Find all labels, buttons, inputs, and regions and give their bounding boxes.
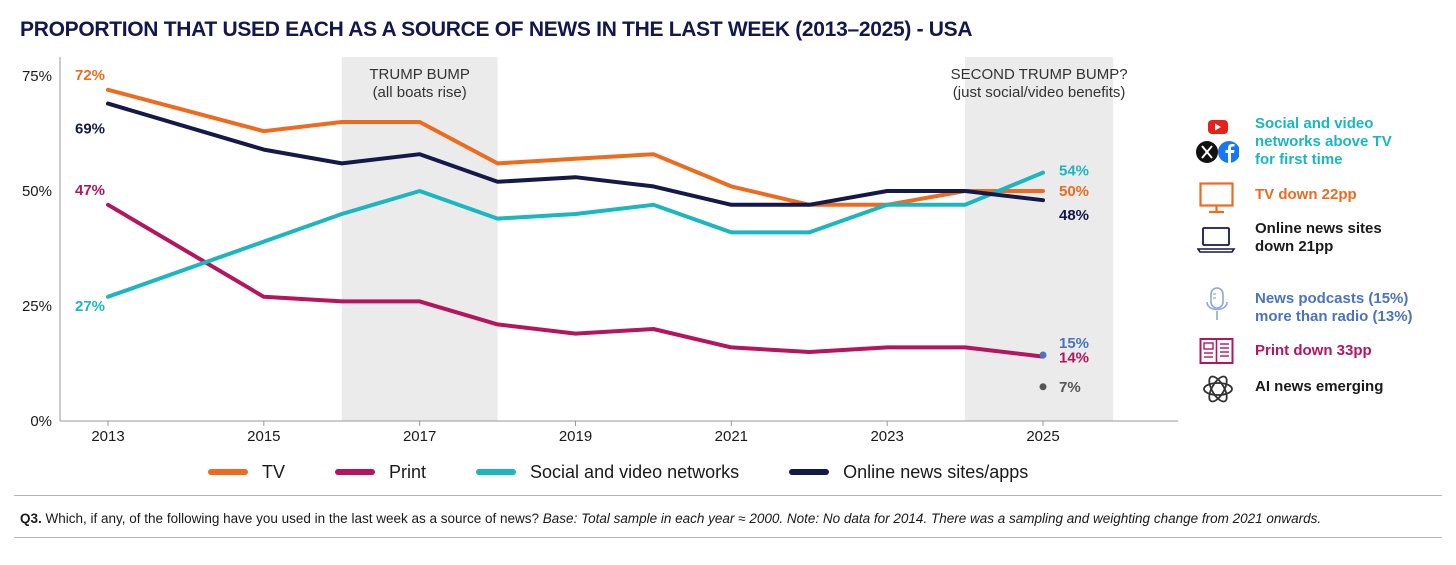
side-note-line: AI news emerging bbox=[1255, 378, 1384, 395]
footnote-question: Which, if any, of the following have you… bbox=[41, 511, 543, 526]
side-note-line: networks above TV bbox=[1255, 133, 1392, 150]
side-note-ai: AI news emerging bbox=[1195, 372, 1450, 406]
footnote: Q3. Which, if any, of the following have… bbox=[20, 511, 1321, 526]
start-data-label: 27% bbox=[75, 298, 105, 315]
highlight-band bbox=[341, 57, 498, 421]
legend-item-online: Online news sites/apps bbox=[789, 462, 1028, 483]
highlight-bands: TRUMP BUMP(all boats rise) SECOND TRUMP B… bbox=[341, 57, 1128, 421]
series-line bbox=[106, 202, 1045, 359]
laptop-icon bbox=[1197, 227, 1236, 253]
microphone-icon bbox=[1206, 287, 1228, 320]
side-note-line: more than radio (13%) bbox=[1255, 308, 1413, 325]
band-label: TRUMP BUMP bbox=[369, 66, 470, 83]
legend-label: Online news sites/apps bbox=[843, 461, 1029, 482]
y-tick-label: 75% bbox=[22, 68, 52, 85]
y-tick-label: 25% bbox=[22, 298, 52, 315]
legend: TV Print Social and video networks Onlin… bbox=[208, 460, 1078, 484]
legend-label: TV bbox=[262, 461, 286, 482]
side-note-online: Online news sites down 21pp bbox=[1195, 220, 1450, 260]
legend-label: Social and video networks bbox=[530, 461, 740, 482]
openai-icon bbox=[1203, 375, 1233, 403]
legend-label: Print bbox=[389, 461, 427, 482]
legend-item-tv: TV bbox=[208, 462, 285, 483]
side-note-line: for first time bbox=[1255, 151, 1343, 168]
series-line bbox=[106, 101, 1045, 207]
band-label: SECOND TRUMP BUMP? bbox=[951, 66, 1128, 83]
side-note-line: down 21pp bbox=[1255, 238, 1334, 255]
x-tick-label: 2017 bbox=[403, 428, 436, 445]
legend-swatch-online bbox=[789, 469, 830, 475]
social-icons bbox=[1196, 120, 1239, 163]
end-data-label: 14% bbox=[1059, 350, 1089, 367]
side-note-text: Print down 33pp bbox=[1255, 342, 1372, 360]
x-icon bbox=[1196, 141, 1218, 163]
x-tick-label: 2021 bbox=[715, 428, 748, 445]
side-note-tv: TV down 22pp bbox=[1195, 180, 1450, 214]
side-note-line: TV down 22pp bbox=[1255, 186, 1357, 203]
x-tick-label: 2023 bbox=[870, 428, 903, 445]
divider-bottom bbox=[14, 537, 1442, 538]
y-tick-label: 0% bbox=[30, 413, 52, 430]
end-data-label: 50% bbox=[1059, 183, 1089, 200]
extra-point bbox=[1039, 383, 1047, 391]
series-lines bbox=[106, 87, 1045, 359]
start-data-label: 47% bbox=[75, 182, 105, 199]
legend-swatch-social bbox=[476, 469, 517, 475]
chart-title: PROPORTION THAT USED EACH AS A SOURCE OF… bbox=[20, 18, 973, 41]
start-data-label: 72% bbox=[75, 67, 105, 84]
footnote-note: Base: Total sample in each year ≈ 2000. … bbox=[542, 511, 1322, 526]
series-line bbox=[106, 87, 1045, 207]
chart-axes: 0% 25% 50% 75% 2013 2015 2017 2019 2021 2023 2025 bbox=[22, 57, 1178, 445]
x-tick-label: 2015 bbox=[247, 428, 280, 445]
side-note-line: Online news sites bbox=[1255, 220, 1382, 237]
side-note-text: Social and video networks above TV for f… bbox=[1255, 115, 1392, 169]
end-data-label: 54% bbox=[1059, 163, 1089, 180]
side-note-text: AI news emerging bbox=[1255, 378, 1383, 396]
data-labels: 72% 69% 47% 27% 54% 50% 48% 14%15% 7% bbox=[75, 67, 1089, 396]
x-tick-label: 2025 bbox=[1026, 428, 1059, 445]
side-note-podcasts: News podcasts (15%) more than radio (13%… bbox=[1195, 287, 1450, 328]
series-line bbox=[106, 170, 1045, 299]
side-note-line: Print down 33pp bbox=[1255, 342, 1372, 359]
youtube-icon bbox=[1208, 120, 1228, 134]
x-tick-label: 2019 bbox=[559, 428, 592, 445]
end-data-label: 48% bbox=[1059, 207, 1089, 224]
legend-swatch-tv bbox=[208, 469, 248, 475]
side-note-print: Print down 33pp bbox=[1195, 336, 1450, 366]
highlight-band bbox=[965, 57, 1114, 421]
side-note-text: News podcasts (15%) more than radio (13%… bbox=[1255, 290, 1413, 326]
legend-item-print: Print bbox=[335, 462, 426, 483]
band-sublabel: (just social/video benefits) bbox=[953, 84, 1126, 101]
facebook-icon bbox=[1218, 141, 1239, 163]
newspaper-icon bbox=[1199, 338, 1234, 364]
y-tick-label: 50% bbox=[22, 183, 52, 200]
side-note-text: Online news sites down 21pp bbox=[1255, 220, 1382, 256]
side-note-line: News podcasts (15%) bbox=[1255, 290, 1409, 307]
band-sublabel: (all boats rise) bbox=[373, 84, 467, 101]
legend-item-social: Social and video networks bbox=[476, 462, 739, 483]
start-data-label: 69% bbox=[75, 121, 105, 138]
side-note-line: Social and video bbox=[1255, 115, 1374, 132]
divider-top bbox=[14, 495, 1442, 496]
side-note-text: TV down 22pp bbox=[1255, 186, 1357, 204]
extra-point-label: 7% bbox=[1059, 379, 1081, 396]
footnote-question-id: Q3. bbox=[20, 511, 42, 526]
x-tick-label: 2013 bbox=[91, 428, 124, 445]
extra-point-label: 15% bbox=[1059, 335, 1089, 352]
legend-swatch-print bbox=[335, 469, 376, 475]
side-note-social: Social and video networks above TV for f… bbox=[1195, 115, 1450, 168]
tv-icon bbox=[1199, 182, 1234, 214]
extra-point bbox=[1039, 351, 1047, 359]
